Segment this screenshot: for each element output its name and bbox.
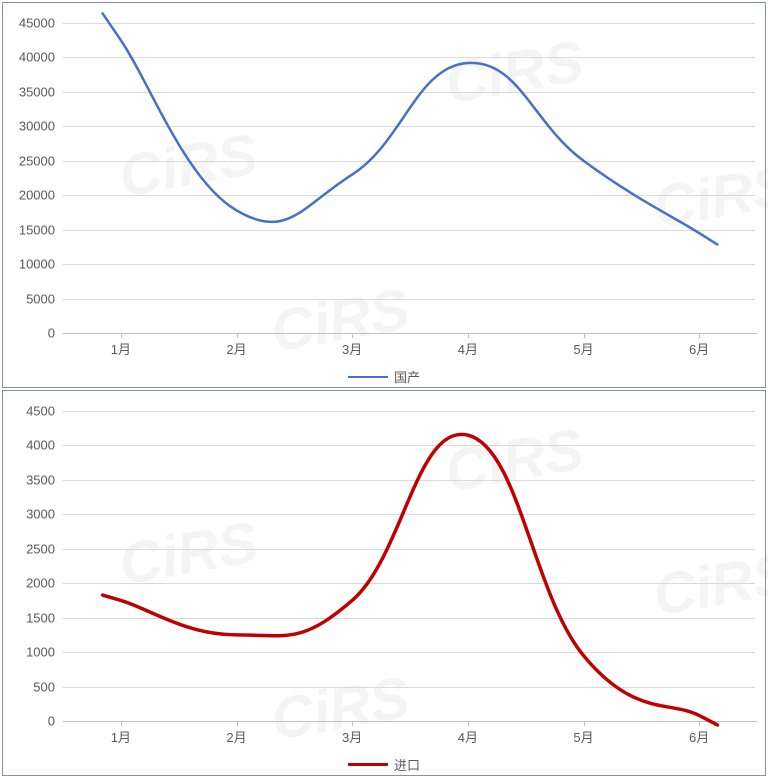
y-tick-label: 0 bbox=[3, 714, 63, 729]
chart1: CiRSCiRSCiRSCiRS050001000015000200002500… bbox=[2, 2, 766, 388]
x-tick-label: 3月 bbox=[342, 339, 362, 358]
chart2: CiRSCiRSCiRSCiRS050010001500200025003000… bbox=[2, 390, 766, 776]
y-tick-label: 1500 bbox=[3, 610, 63, 625]
y-tick-label: 500 bbox=[3, 679, 63, 694]
y-tick-label: 25000 bbox=[3, 153, 63, 168]
x-tick-label: 5月 bbox=[573, 727, 593, 746]
legend-line-icon bbox=[348, 376, 388, 378]
x-tick-label: 4月 bbox=[458, 727, 478, 746]
x-tick-label: 2月 bbox=[226, 727, 246, 746]
y-tick-label: 2500 bbox=[3, 541, 63, 556]
y-tick-label: 20000 bbox=[3, 188, 63, 203]
x-tick-label: 2月 bbox=[226, 339, 246, 358]
x-tick-label: 1月 bbox=[111, 339, 131, 358]
series-line bbox=[103, 434, 718, 725]
y-tick-label: 10000 bbox=[3, 257, 63, 272]
x-tick-label: 1月 bbox=[111, 727, 131, 746]
y-tick-label: 4500 bbox=[3, 404, 63, 419]
x-tick-label: 3月 bbox=[342, 727, 362, 746]
y-tick-label: 35000 bbox=[3, 84, 63, 99]
y-tick-label: 1000 bbox=[3, 645, 63, 660]
legend-label: 国产 bbox=[394, 367, 420, 386]
y-tick-label: 5000 bbox=[3, 291, 63, 306]
x-tick-label: 4月 bbox=[458, 339, 478, 358]
line-series bbox=[63, 3, 757, 338]
legend-line-icon bbox=[348, 763, 388, 766]
y-tick-label: 4000 bbox=[3, 438, 63, 453]
x-tick-label: 5月 bbox=[573, 339, 593, 358]
x-tick-label: 6月 bbox=[689, 339, 709, 358]
y-tick-label: 3500 bbox=[3, 472, 63, 487]
series-line bbox=[103, 13, 718, 244]
x-tick-label: 6月 bbox=[689, 727, 709, 746]
y-tick-label: 0 bbox=[3, 326, 63, 341]
y-tick-label: 45000 bbox=[3, 16, 63, 31]
y-tick-label: 30000 bbox=[3, 119, 63, 134]
legend-label: 进口 bbox=[394, 755, 420, 774]
y-tick-label: 15000 bbox=[3, 222, 63, 237]
legend: 进口 bbox=[3, 749, 765, 784]
line-series bbox=[63, 391, 757, 726]
y-tick-label: 3000 bbox=[3, 507, 63, 522]
y-tick-label: 40000 bbox=[3, 50, 63, 65]
y-tick-label: 2000 bbox=[3, 576, 63, 591]
